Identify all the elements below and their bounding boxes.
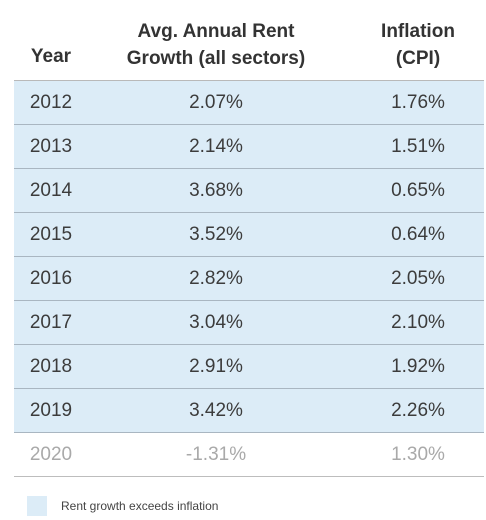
table-row: 2013 2.14% 1.51%	[14, 125, 484, 169]
inflation-cell: 2.10%	[391, 312, 445, 333]
header-rent-growth-line2: Growth (all sectors)	[126, 48, 306, 69]
rent-growth-cell: 3.52%	[189, 224, 243, 245]
rent-growth-cell: 2.07%	[189, 92, 243, 113]
year-cell: 2012	[29, 92, 73, 113]
rent-growth-cell: -1.31%	[185, 444, 247, 465]
year-cell: 2013	[29, 136, 73, 157]
year-cell: 2014	[29, 180, 73, 201]
rent-growth-cell: 3.68%	[189, 180, 243, 201]
inflation-cell: 1.30%	[391, 444, 445, 465]
table-body: 2012 2.07% 1.76% 2013 2.14% 1.51% 2014 3.68% 0.6…	[14, 81, 484, 477]
table-header: Year Avg. Annual Rent Growth (all sector…	[14, 0, 484, 81]
inflation-cell: 1.51%	[391, 136, 445, 157]
inflation-cell: 1.92%	[391, 356, 445, 377]
year-cell: 2016	[29, 268, 73, 289]
header-inflation: Inflation (CPI)	[354, 18, 482, 72]
inflation-cell: 0.65%	[391, 180, 445, 201]
rent-growth-cell: 3.42%	[189, 400, 243, 421]
year-cell: 2020	[29, 444, 73, 465]
header-inflation-line2: (CPI)	[395, 48, 441, 69]
year-cell: 2018	[29, 356, 73, 377]
inflation-cell: 1.76%	[391, 92, 445, 113]
table-row: 2019 3.42% 2.26%	[14, 389, 484, 433]
inflation-cell: 0.64%	[391, 224, 445, 245]
table-row: 2015 3.52% 0.64%	[14, 213, 484, 257]
table-row: 2018 2.91% 1.92%	[14, 345, 484, 389]
rent-growth-cell: 2.91%	[189, 356, 243, 377]
table-row: 2012 2.07% 1.76%	[14, 81, 484, 125]
table-row: 2020 -1.31% 1.30%	[14, 433, 484, 477]
year-cell: 2017	[29, 312, 73, 333]
rent-growth-cell: 2.14%	[189, 136, 243, 157]
table-row: 2017 3.04% 2.10%	[14, 301, 484, 345]
inflation-cell: 2.26%	[391, 400, 445, 421]
legend-label: Rent growth exceeds inflation	[61, 499, 219, 513]
inflation-cell: 2.05%	[391, 268, 445, 289]
header-year: Year	[30, 46, 72, 67]
rent-growth-cell: 3.04%	[189, 312, 243, 333]
header-rent-growth: Avg. Annual Rent Growth (all sectors)	[102, 18, 330, 72]
rent-vs-inflation-table: Year Avg. Annual Rent Growth (all sector…	[14, 0, 484, 477]
rent-growth-cell: 2.82%	[189, 268, 243, 289]
table-row: 2016 2.82% 2.05%	[14, 257, 484, 301]
legend-swatch	[27, 496, 47, 516]
table-row: 2014 3.68% 0.65%	[14, 169, 484, 213]
year-cell: 2015	[29, 224, 73, 245]
header-rent-growth-line1: Avg. Annual Rent	[137, 21, 295, 42]
legend: Rent growth exceeds inflation	[27, 496, 218, 516]
header-inflation-line1: Inflation	[381, 21, 455, 42]
year-cell: 2019	[29, 400, 73, 421]
